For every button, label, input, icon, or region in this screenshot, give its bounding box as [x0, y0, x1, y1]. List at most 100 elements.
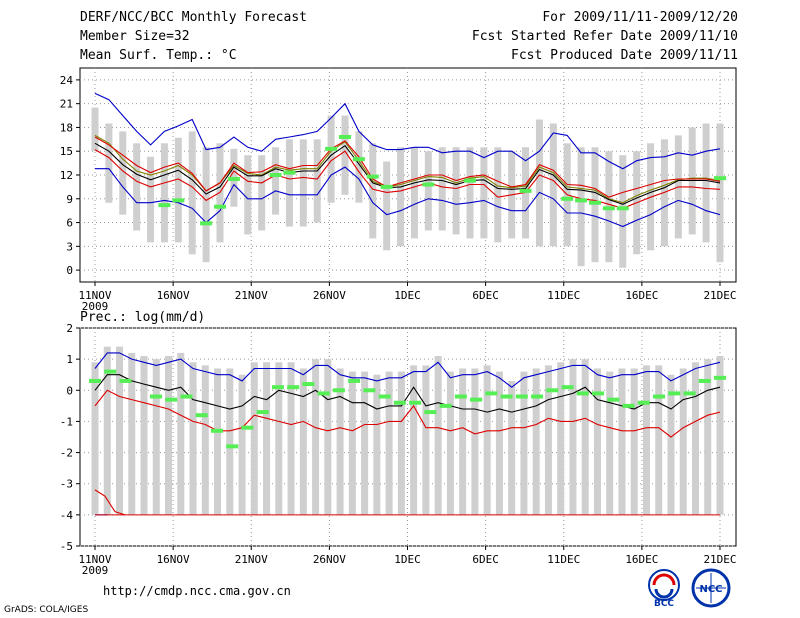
obs-marker [576, 391, 589, 396]
precip-panel-title: Prec.: log(mm/d) [80, 310, 205, 325]
obs-marker [317, 391, 330, 396]
member-range-box [361, 371, 369, 515]
series-min-early-line [94, 489, 126, 516]
member-range-box [422, 365, 430, 515]
member-range-box [471, 368, 479, 515]
x-tick-label: 6DEC [472, 553, 499, 566]
member-range-box [299, 368, 307, 515]
obs-marker [269, 173, 282, 177]
x-tick-label: 16NOV [157, 289, 190, 302]
bcc-logo-text: BCC [654, 599, 674, 609]
x-tick-label: 11DEC [547, 289, 580, 302]
member-range-box [299, 139, 307, 227]
obs-marker [339, 134, 351, 139]
obs-marker [592, 391, 605, 396]
member-range-box [383, 161, 391, 251]
obs-marker [158, 203, 171, 208]
member-range-box [716, 123, 724, 263]
obs-marker [616, 206, 629, 211]
member-range-box [272, 147, 280, 215]
member-range-box [103, 346, 111, 515]
member-range-box [532, 368, 540, 515]
member-range-box [91, 362, 99, 515]
obs-marker [210, 428, 223, 433]
member-range-box [202, 147, 210, 263]
obs-marker [119, 378, 132, 383]
member-range-box [642, 365, 650, 515]
member-range-box [385, 371, 393, 515]
x-tick-label: 16DEC [625, 553, 658, 566]
series-lo-line [94, 389, 721, 438]
obs-marker [575, 198, 588, 203]
member-range-box [446, 371, 454, 515]
member-range-box [549, 123, 557, 247]
y-tick-label: 0 [66, 264, 73, 277]
obs-marker [226, 444, 239, 449]
member-range-box [275, 362, 283, 515]
started-date: Fcst Started Refer Date 2009/11/10 [471, 29, 738, 44]
y-tick-label: 21 [60, 98, 73, 111]
obs-marker [283, 170, 296, 175]
member-range-box [410, 365, 418, 515]
obs-marker [378, 394, 391, 399]
member-range-box [336, 368, 344, 515]
obs-marker [227, 176, 240, 181]
x-tick-label: 16DEC [625, 289, 658, 302]
y-tick-label: 18 [60, 121, 73, 134]
obs-marker [241, 425, 254, 430]
member-range-box [327, 115, 335, 203]
member-range-box [544, 365, 552, 515]
source-url[interactable]: http://cmdp.ncc.cma.gov.cn [103, 584, 291, 598]
x-tick-label: 21NOV [235, 553, 268, 566]
member-range-box [434, 356, 442, 515]
member-range-box [287, 362, 295, 515]
x-tick-label: 16NOV [157, 553, 190, 566]
member-range-box [410, 147, 418, 239]
obs-marker [683, 391, 696, 396]
obs-marker [531, 394, 544, 399]
y-tick-label: 9 [66, 193, 73, 206]
obs-marker [622, 403, 635, 408]
variable-label: Mean Surf. Temp.: °C [80, 48, 237, 63]
member-range-box [520, 371, 528, 515]
obs-marker [325, 146, 338, 151]
obs-marker [561, 385, 574, 390]
y-tick-label: 2 [66, 322, 73, 335]
obs-marker [607, 397, 620, 402]
obs-marker [165, 397, 178, 402]
member-range-box [569, 359, 577, 515]
member-range-box [341, 115, 349, 195]
obs-marker [653, 394, 666, 399]
member-range-box [165, 356, 173, 515]
x-tick-label: 11NOV [78, 289, 111, 302]
member-range-box [466, 147, 474, 239]
member-range-box [160, 143, 168, 243]
member-range-box [140, 356, 148, 515]
obs-marker [200, 221, 213, 226]
member-range-box [508, 380, 516, 515]
member-range-box [201, 365, 209, 515]
forecast-period: For 2009/11/11-2009/12/20 [542, 10, 738, 25]
obs-marker [380, 184, 393, 189]
x-tick-label: 11NOV [78, 553, 111, 566]
member-range-box [397, 147, 405, 247]
x-tick-label: 21DEC [703, 553, 736, 566]
obs-marker [668, 391, 681, 396]
member-range-box [483, 365, 491, 515]
obs-marker [500, 394, 513, 399]
member-range-box [174, 137, 182, 243]
member-range-box [91, 107, 99, 152]
member-range-box [480, 147, 488, 239]
y-tick-label: -2 [60, 447, 73, 460]
member-range-box [691, 362, 699, 515]
member-range-box [679, 368, 687, 515]
x-tick-label: 6DEC [472, 289, 499, 302]
obs-marker [352, 157, 365, 162]
y-tick-label: -5 [60, 540, 73, 553]
series-hi-line [94, 136, 721, 198]
member-range-box [373, 374, 381, 515]
member-range-box [494, 147, 502, 243]
series-min-line [95, 166, 721, 228]
obs-marker [149, 394, 162, 399]
obs-marker [424, 410, 437, 415]
